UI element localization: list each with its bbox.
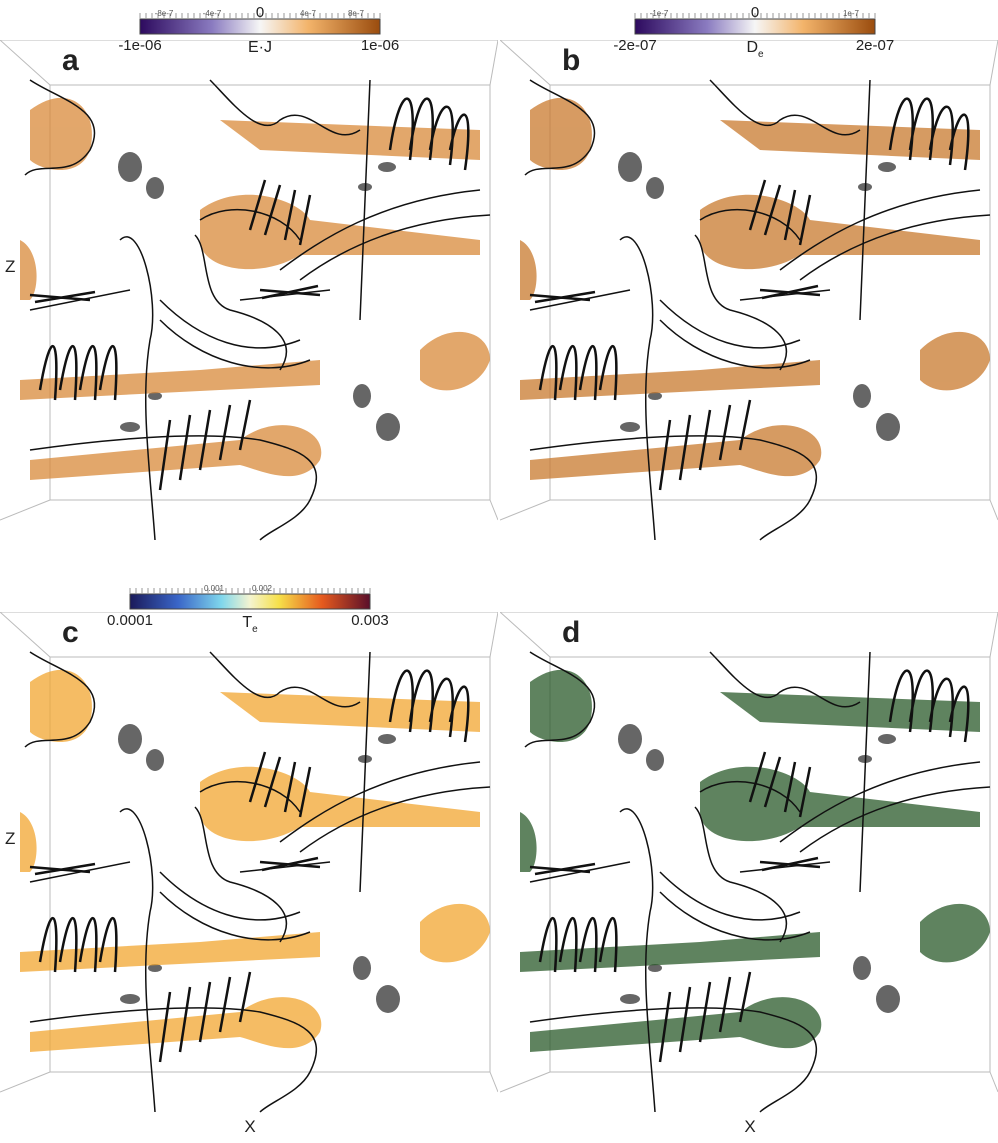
x-axis-label: X (744, 1117, 755, 1136)
z-axis-label: Z (5, 829, 15, 848)
colorbar-tick-label: -8e-7 (155, 9, 174, 18)
colorbar (130, 594, 370, 609)
colorbar (635, 19, 875, 34)
colorbar-max: 0.003 (351, 612, 389, 629)
colorbar-tick-label: 4e-7 (300, 9, 317, 18)
colorbar-label: E·J (248, 39, 272, 56)
colorbar-max: 2e-07 (856, 37, 894, 54)
panel-letter: b (562, 44, 580, 77)
colorbar-zero: 0 (256, 4, 264, 21)
panel-letter: d (562, 616, 580, 649)
colorbar-label: De (746, 39, 764, 60)
panel-letter: c (62, 616, 79, 649)
colorbar-label-text: D (746, 39, 758, 56)
colorbar-tick-label: 8e-7 (348, 9, 365, 18)
colorbar-label: Te (242, 614, 258, 635)
panel-letter: a (62, 44, 79, 77)
colorbar-max: 1e-06 (361, 37, 399, 54)
colorbar-label-subscript: e (758, 49, 764, 60)
colorbar-tick-label: 0.001 (204, 584, 225, 593)
colorbar-zero: 0 (751, 4, 759, 21)
colorbar-label-text: T (242, 614, 252, 631)
colorbar-min: -1e-06 (118, 37, 161, 54)
colorbar (140, 19, 380, 34)
figure: a Z -1e-06 1e-06 E·J 0 -8e-7 -4e-7 4e-7 8e-7 b -2e-… (0, 0, 998, 1138)
colorbar-tick-label: 1e-7 (843, 9, 860, 18)
colorbar-label-subscript: e (252, 624, 258, 635)
colorbar-tick-label: 0.002 (252, 584, 273, 593)
colorbar-min: -2e-07 (613, 37, 656, 54)
z-axis-label: Z (5, 257, 15, 276)
colorbar-tick-label: -1e-7 (650, 9, 669, 18)
x-axis-label: X (244, 1117, 255, 1136)
colorbar-min: 0.0001 (107, 612, 153, 629)
colorbar-label-text: E·J (248, 39, 272, 56)
colorbar-tick-label: -4e-7 (203, 9, 222, 18)
